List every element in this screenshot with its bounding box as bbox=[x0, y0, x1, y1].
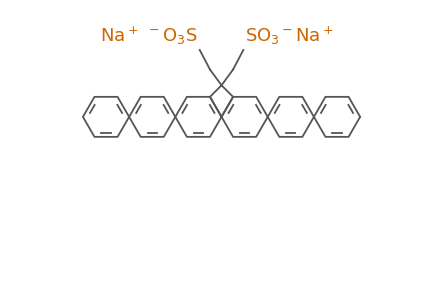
Text: Na$^+$ $^-$O$_3$S: Na$^+$ $^-$O$_3$S bbox=[100, 25, 198, 47]
Text: SO$_3$$^-$Na$^+$: SO$_3$$^-$Na$^+$ bbox=[245, 25, 334, 47]
